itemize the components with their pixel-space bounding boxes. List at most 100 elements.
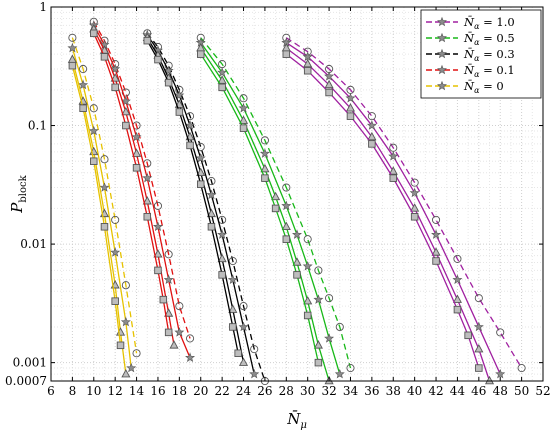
x-tick-label: 16 [150,384,165,398]
square-marker [143,213,152,221]
square-marker [111,83,119,92]
triangle-marker [313,340,323,349]
circle-marker [175,302,184,311]
x-tick-label: 22 [214,384,229,398]
circle-marker [282,183,291,192]
triangle-marker [260,163,270,173]
series-line [146,37,245,363]
triangle-marker [228,304,238,313]
star-marker [313,294,324,304]
star-marker [452,274,463,285]
x-tick-label: 48 [493,384,508,398]
y-tick-label: 0.1 [28,119,47,133]
star-marker [259,148,270,158]
triangle-marker [484,375,495,385]
x-tick-label: 46 [471,384,486,398]
circle-marker [325,294,334,303]
x-tick-label: 44 [450,384,466,398]
x-tick-label: 32 [321,384,336,398]
square-marker [196,50,205,58]
series-line [200,37,352,369]
axis-labels: N̄μ Pblock [8,174,307,431]
square-marker [175,108,184,116]
y-axis-label: Pblock [8,174,29,213]
circle-marker [496,328,505,337]
circle-marker [100,155,109,164]
square-marker [271,204,280,213]
star-marker [302,51,313,62]
triangle-marker [238,115,249,124]
square-marker [164,78,173,87]
axis-ticks: 6 8 10 12 14 16 18 20 22 24 26 28 30 32 34 36 38 40 42 44 46… [5,0,550,398]
x-tick-label: 14 [129,384,145,398]
square-marker [218,83,226,92]
star-marker [67,42,78,53]
x-tick-label: 40 [407,384,422,398]
series-line [146,40,239,354]
square-marker [234,349,242,358]
square-marker [432,257,440,265]
star-marker [366,120,377,130]
star-marker [473,321,484,332]
square-marker [154,55,162,64]
square-marker [303,311,312,320]
square-marker [186,141,194,150]
square-marker [207,223,216,231]
x-tick-label: 8 [69,384,77,398]
square-marker [154,266,162,275]
triangle-marker [110,73,120,82]
star-marker [409,187,420,198]
legend-entry: N̄α = 0 [463,79,504,95]
star-marker [110,247,121,257]
triangle-marker [281,221,291,231]
star-marker [281,200,292,211]
y-tick-label: 0.001 [13,356,47,370]
square-marker [100,223,109,231]
triangle-marker [410,203,420,212]
star-marker [195,153,206,163]
square-marker [143,36,152,45]
series-line [93,21,191,339]
circle-marker [346,364,355,373]
circle-marker [367,112,376,121]
triangle-marker [153,249,163,258]
x-tick-label: 20 [193,384,208,398]
circle-marker [79,64,88,74]
triangle-marker [303,296,313,305]
x-tick-label: 38 [386,384,401,398]
circle-marker [303,235,312,244]
circle-marker [121,281,130,290]
star-marker [238,102,249,113]
square-marker [79,104,87,112]
triangle-marker [217,253,227,263]
square-marker [132,164,141,172]
circle-marker [453,254,462,263]
series-line [200,42,341,375]
x-axis-label: N̄μ [286,410,307,431]
legend-entry: N̄α = 1.0 [463,15,515,31]
series-group [67,33,141,378]
series-line [200,47,330,382]
x-tick-label: 10 [86,384,101,398]
y-tick-label: 0.01 [20,237,47,251]
square-marker [325,88,333,97]
square-marker [368,140,376,148]
triangle-marker [271,191,281,201]
square-marker [90,29,98,38]
circle-marker [410,178,419,187]
circle-marker [239,94,248,103]
square-marker [389,174,398,182]
series-layer [67,17,526,386]
circle-marker [431,215,441,224]
star-marker [431,229,442,239]
star-marker [345,93,356,103]
star-marker [437,32,447,43]
star-marker [249,368,260,379]
star-marker [185,120,196,130]
star-marker [174,90,185,100]
series-line [285,37,523,369]
star-marker [388,151,399,161]
triangle-marker [196,167,206,176]
star-marker [238,321,249,332]
star-marker [174,327,185,337]
